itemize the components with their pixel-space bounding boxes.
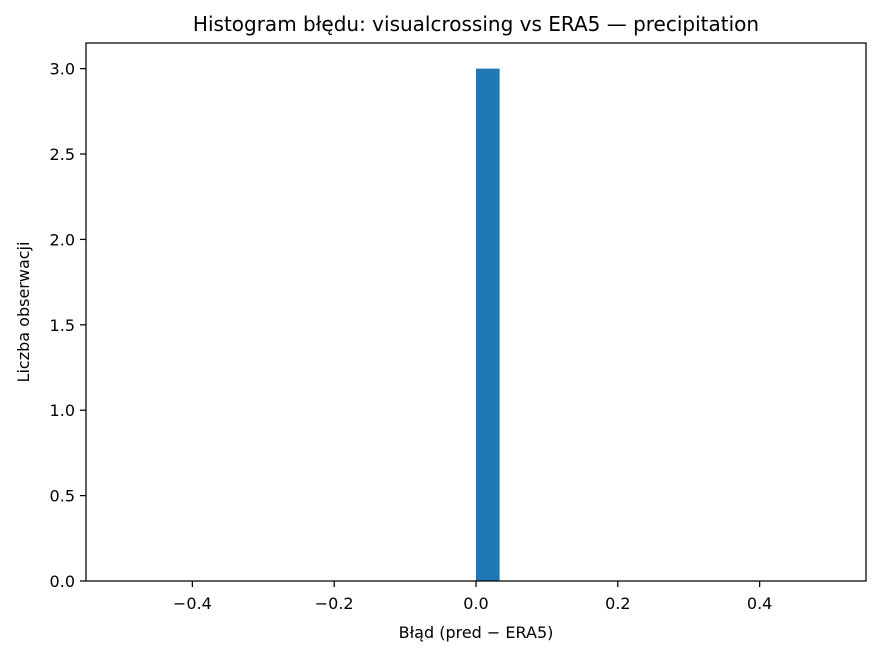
x-tick-label: −0.2	[315, 594, 354, 613]
y-axis-ticks: 0.0 0.5 1.0 1.5 2.0 2.5 3.0	[50, 60, 86, 591]
y-tick-label: 3.0	[50, 60, 75, 79]
chart-title: Histogram błędu: visualcrossing vs ERA5 …	[193, 12, 759, 36]
y-tick-label: 2.5	[50, 145, 75, 164]
bars-layer	[476, 68, 500, 582]
x-tick-label: 0.2	[605, 594, 630, 613]
plot-area: −0.4 −0.2 0.0 0.2 0.4 0.0 0.5 1.0 1.5 2.0 2.5 3.0	[50, 42, 867, 613]
x-axis-label: Błąd (pred − ERA5)	[399, 623, 554, 642]
x-tick-label: 0.4	[747, 594, 772, 613]
y-tick-label: 1.5	[50, 316, 75, 335]
y-tick-label: 2.0	[50, 230, 75, 249]
y-tick-label: 0.5	[50, 487, 75, 506]
x-axis-ticks: −0.4 −0.2 0.0 0.2 0.4	[173, 581, 772, 613]
y-tick-label: 0.0	[50, 572, 75, 591]
y-tick-label: 1.0	[50, 401, 75, 420]
y-axis-label: Liczba obserwacji	[14, 242, 33, 383]
histogram-bar-0	[476, 68, 500, 582]
x-tick-label: 0.0	[463, 594, 488, 613]
x-tick-label: −0.4	[173, 594, 212, 613]
